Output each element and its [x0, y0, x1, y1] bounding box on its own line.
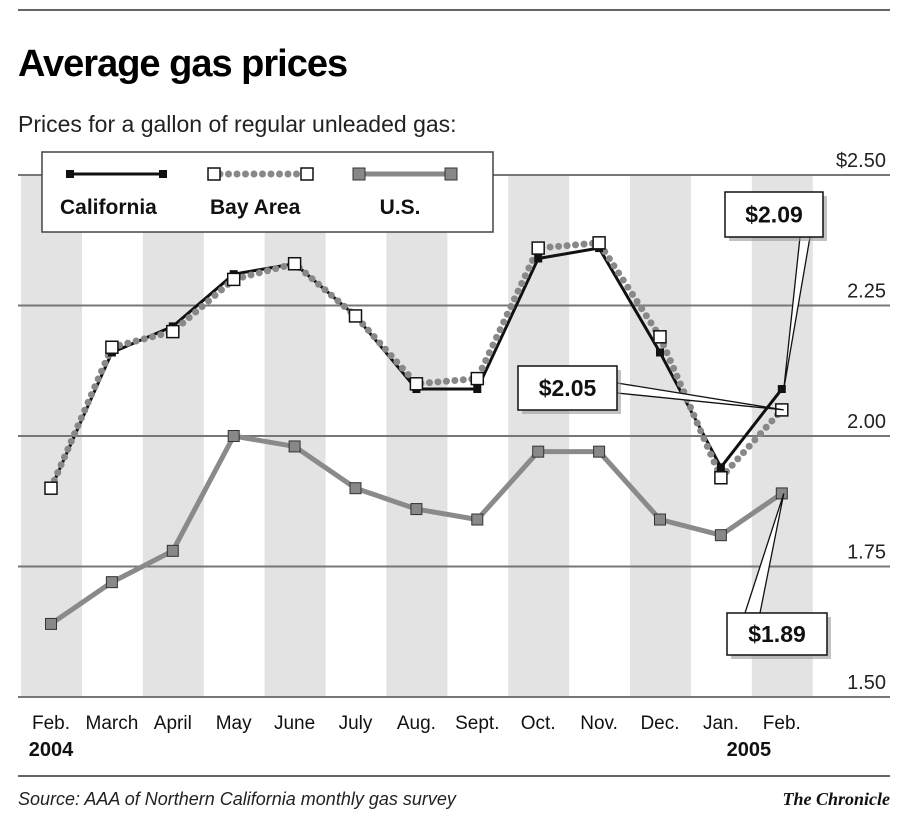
x-tick-label: Jan.	[703, 713, 739, 734]
x-tick-label: April	[154, 713, 192, 734]
callout-box	[724, 191, 824, 238]
bay-area-point	[592, 236, 606, 250]
x-tick-label: Oct.	[521, 713, 556, 734]
bay-area-point	[287, 256, 302, 271]
x-tick-label: Aug.	[397, 713, 436, 734]
y-tick-label: $2.50	[836, 150, 886, 172]
x-tick-label: Feb.	[763, 713, 801, 734]
bay-area-point	[105, 340, 119, 355]
source-note: Source: AAA of Northern California month…	[18, 789, 457, 809]
chart-subtitle: Prices for a gallon of regular unleaded …	[18, 111, 457, 137]
california-point	[716, 463, 725, 472]
california-point	[656, 348, 664, 357]
us-point	[288, 440, 301, 453]
legend-california-marker	[66, 170, 74, 178]
us-point	[349, 482, 362, 495]
legend-box	[41, 151, 494, 233]
callout-label: $1.89	[748, 621, 806, 647]
us-point	[471, 513, 484, 526]
y-tick-label: 1.50	[847, 672, 886, 694]
y-tick-label: 2.00	[847, 411, 886, 433]
callout-label: $2.05	[539, 375, 597, 401]
credit: The Chronicle	[782, 789, 890, 809]
bay-area-point	[714, 471, 728, 485]
legend-bay-area-marker	[300, 167, 314, 181]
us-point	[775, 487, 788, 500]
bay-area-point	[226, 272, 241, 287]
bay-area-point	[653, 330, 667, 344]
us-point	[593, 445, 606, 458]
bay-area-point	[166, 324, 180, 339]
us-point	[45, 617, 57, 630]
california-point	[777, 385, 786, 394]
x-tick-label: March	[86, 713, 139, 734]
legend-us-marker	[352, 167, 366, 181]
legend-us-marker	[444, 167, 458, 181]
bay-area-point	[409, 377, 424, 391]
legend-label: U.S.	[380, 196, 421, 219]
bay-area-point	[531, 241, 545, 255]
california-point	[473, 385, 482, 394]
legend-label: Bay Area	[210, 196, 301, 219]
x-tick-label: June	[274, 713, 315, 734]
us-point	[654, 513, 666, 526]
year-label: 2005	[727, 739, 772, 761]
year-label: 2004	[29, 739, 74, 761]
legend: California Bay Area U.S.	[41, 151, 494, 233]
us-point	[166, 544, 179, 557]
legend-bay-area-marker	[207, 167, 221, 181]
x-tick-label: Nov.	[580, 713, 618, 734]
bay-area-point	[44, 481, 58, 495]
legend-label: California	[60, 196, 157, 219]
callout-box	[517, 365, 618, 411]
us-point	[105, 576, 118, 589]
bay-area-point	[470, 371, 485, 386]
x-tick-label: Dec.	[640, 713, 679, 734]
y-tick-label: 2.25	[847, 281, 886, 303]
callout-box	[726, 612, 828, 656]
x-tick-label: July	[339, 713, 373, 734]
x-tick-label: Feb.	[32, 713, 70, 734]
us-point	[714, 529, 727, 542]
x-tick-label: Sept.	[455, 713, 499, 734]
y-tick-label: 1.75	[847, 542, 886, 564]
chart-title: Average gas prices	[18, 43, 347, 85]
us-point	[227, 430, 240, 442]
x-tick-label: May	[216, 713, 252, 734]
california-point	[534, 254, 543, 263]
bay-area-point	[348, 309, 363, 323]
callout-label: $2.09	[745, 202, 803, 228]
us-point	[532, 445, 545, 458]
legend-california-marker	[159, 170, 167, 178]
us-point	[410, 503, 423, 516]
